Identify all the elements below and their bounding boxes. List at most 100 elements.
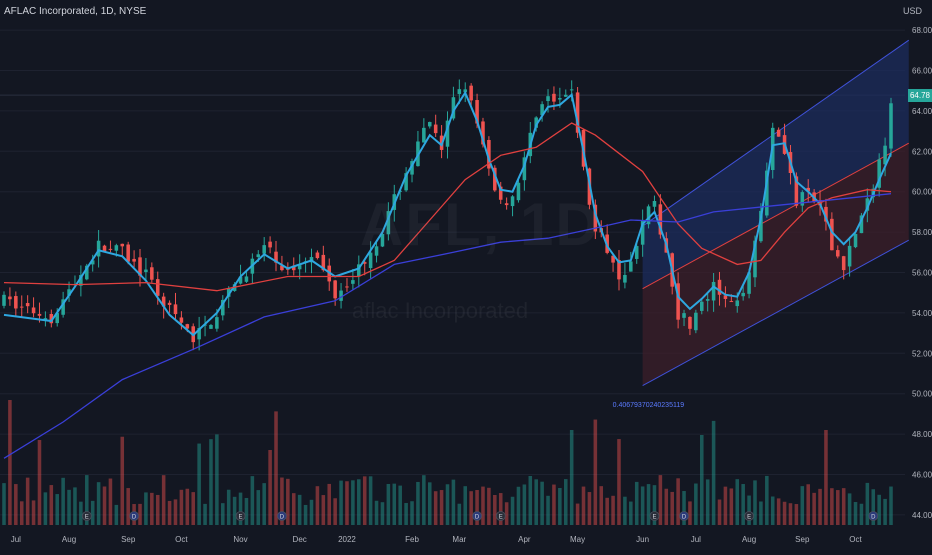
volume-bar bbox=[150, 492, 154, 525]
symbol-watermark: AFL, 1D bbox=[360, 191, 601, 258]
candle-body bbox=[847, 245, 852, 267]
candle-body bbox=[244, 276, 249, 282]
time-tick-label: Jul bbox=[691, 535, 701, 544]
time-tick-label: Oct bbox=[849, 535, 862, 544]
time-tick-label: Feb bbox=[405, 535, 419, 544]
time-tick-label: Aug bbox=[62, 535, 76, 544]
volume-bar bbox=[73, 487, 77, 525]
candle-body bbox=[646, 206, 651, 225]
candle-body bbox=[611, 255, 615, 263]
volume-bar bbox=[368, 476, 373, 525]
candle-body bbox=[280, 265, 284, 271]
candle-body bbox=[800, 192, 805, 206]
volume-bar bbox=[327, 483, 332, 525]
volume-bar bbox=[226, 489, 231, 525]
volume-bar bbox=[611, 495, 615, 525]
earnings-icon bbox=[744, 511, 754, 521]
dividend-icon-letter: D bbox=[871, 515, 876, 521]
price-tick-label: 50.00 bbox=[912, 390, 932, 399]
channel-mid-line bbox=[642, 142, 909, 290]
volume-bar bbox=[114, 504, 119, 525]
volume-bar bbox=[238, 492, 243, 525]
volume-bar bbox=[475, 490, 479, 525]
time-tick-label: Mar bbox=[452, 535, 466, 544]
time-tick-label: Sep bbox=[121, 535, 136, 544]
volume-bar bbox=[31, 500, 36, 525]
volume-bar bbox=[291, 493, 296, 525]
volume-bar bbox=[765, 475, 769, 525]
candle-body bbox=[558, 98, 562, 100]
moving-average-lines bbox=[3, 90, 892, 459]
volume-bar bbox=[138, 503, 142, 525]
candle-body bbox=[658, 204, 663, 235]
candle-body bbox=[747, 272, 751, 294]
candle-body bbox=[699, 301, 704, 311]
volume-bar bbox=[185, 488, 190, 525]
volume-bar bbox=[433, 491, 438, 525]
candle-body bbox=[510, 196, 515, 207]
price-tick-label: 46.00 bbox=[912, 471, 932, 480]
volume-bar bbox=[37, 440, 42, 525]
price-tick-label: 60.00 bbox=[912, 188, 932, 197]
volume-bar bbox=[144, 492, 148, 525]
candle-body bbox=[469, 85, 473, 101]
volume-bar bbox=[670, 491, 674, 525]
volume-bar bbox=[79, 501, 83, 525]
candle-body bbox=[209, 325, 213, 329]
volume-bar bbox=[599, 486, 604, 525]
channel-bottom-line bbox=[642, 239, 909, 387]
volume-bar bbox=[362, 476, 367, 525]
candle-body bbox=[540, 104, 544, 116]
candle-body bbox=[256, 254, 261, 258]
volume-bar bbox=[280, 477, 284, 525]
volume-bar bbox=[812, 492, 816, 525]
channel-lower-band bbox=[642, 143, 909, 386]
earnings-icon-letter: E bbox=[239, 515, 243, 521]
earnings-icon-letter: E bbox=[747, 515, 751, 521]
volume-bar bbox=[593, 419, 598, 525]
volume-bar bbox=[67, 489, 71, 525]
volume-bar bbox=[522, 484, 527, 525]
earnings-icon bbox=[495, 511, 506, 521]
volume-bar bbox=[380, 502, 385, 525]
volume-bar bbox=[297, 494, 302, 525]
volume-bar bbox=[575, 503, 580, 525]
candle-body bbox=[85, 265, 89, 280]
volume-bar bbox=[274, 411, 278, 525]
candle-body bbox=[824, 206, 828, 222]
candle-body bbox=[427, 122, 432, 127]
candle-body bbox=[546, 96, 550, 102]
volume-bar bbox=[516, 486, 521, 525]
volume-bar bbox=[256, 490, 261, 525]
price-tick-label: 68.00 bbox=[912, 26, 932, 35]
symbol-title[interactable]: AFLAC Incorporated, 1D, NYSE bbox=[4, 6, 147, 17]
candle-body bbox=[711, 281, 716, 301]
candle-body bbox=[274, 251, 278, 263]
earnings-icon bbox=[235, 511, 246, 521]
candle-body bbox=[475, 100, 479, 124]
price-tick-label: 66.00 bbox=[912, 67, 932, 76]
candle-body bbox=[102, 245, 107, 252]
volume-bar bbox=[49, 485, 54, 525]
volume-bar bbox=[416, 481, 420, 525]
volume-bar bbox=[221, 503, 225, 525]
volume-bar bbox=[19, 501, 24, 525]
volume-bar bbox=[90, 500, 95, 525]
price-tick-label: 54.00 bbox=[912, 309, 932, 318]
candle-body bbox=[114, 245, 119, 251]
volume-bar bbox=[741, 484, 745, 525]
candle-body bbox=[735, 300, 740, 307]
candle-body bbox=[841, 256, 846, 271]
volume-bar bbox=[563, 479, 568, 525]
candle-body bbox=[380, 233, 385, 247]
volume-bar bbox=[688, 501, 692, 525]
volume-bar bbox=[43, 492, 48, 525]
candle-body bbox=[753, 240, 757, 278]
volume-bar bbox=[457, 503, 462, 525]
candle-body bbox=[25, 303, 30, 307]
volume-bar bbox=[729, 488, 734, 525]
candle-body bbox=[493, 167, 497, 191]
candle-body bbox=[463, 89, 468, 93]
